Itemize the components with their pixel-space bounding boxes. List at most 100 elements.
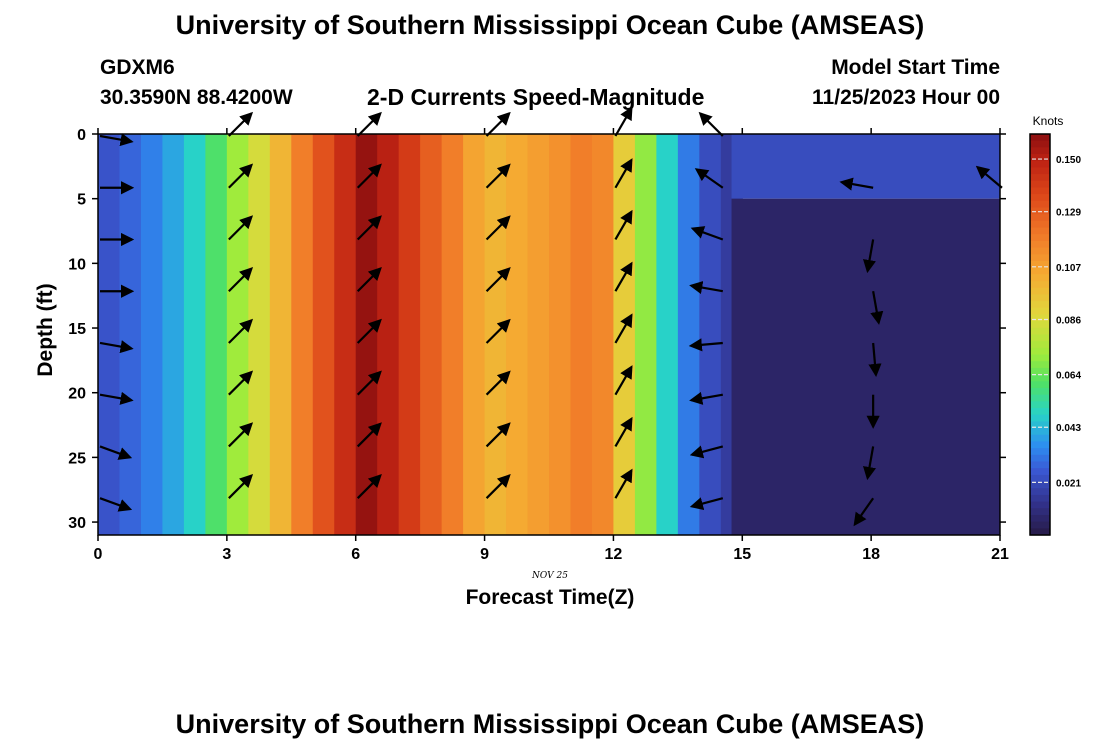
current-vector	[356, 163, 382, 189]
colorbar-segment	[1030, 461, 1050, 469]
colorbar-segment	[1030, 281, 1050, 289]
colorbar-segment	[1030, 294, 1050, 302]
colorbar-segment	[1030, 160, 1050, 169]
current-vector	[485, 422, 511, 448]
colorbar-tick-label: 0.129	[1056, 208, 1081, 219]
colorbar-segment	[1030, 307, 1050, 316]
current-vector	[356, 267, 382, 293]
current-vector	[862, 239, 876, 274]
colorbar-segment	[1030, 521, 1050, 529]
current-vector	[485, 318, 511, 344]
current-vector	[689, 445, 724, 459]
colorbar-segment	[1030, 194, 1050, 202]
colorbar: 0.150 0.129 0.107 0.086 0.064 0.043 0.021	[1029, 133, 1081, 536]
colorbar-segment	[1030, 414, 1050, 422]
model-start-value: 11/25/2023 Hour 00	[812, 86, 1000, 109]
current-vector	[839, 177, 874, 191]
x-axis-ticks: 0 3 6 9 12 15 18 21	[94, 128, 1009, 563]
x-tick-label: 18	[862, 546, 880, 563]
current-vector	[698, 111, 724, 137]
current-vector	[614, 158, 633, 189]
heatmap-lower-region	[731, 198, 1000, 535]
heatmap-column	[398, 134, 421, 535]
y-tick-label: 10	[68, 256, 86, 273]
current-vector	[99, 445, 133, 460]
colorbar-segment	[1030, 214, 1050, 222]
colorbar-segment	[1030, 301, 1050, 309]
current-vector	[485, 111, 511, 137]
colorbar-tick-label: 0.107	[1056, 263, 1081, 274]
current-vector	[975, 165, 1003, 189]
colorbar-segment	[1030, 180, 1050, 189]
y-tick-label: 25	[68, 450, 86, 467]
heatmap-cells	[98, 134, 1000, 535]
colorbar-tick-label: 0.043	[1056, 423, 1081, 434]
colorbar-frame	[1029, 133, 1051, 536]
current-vector	[614, 313, 633, 344]
colorbar-segment	[1030, 274, 1050, 282]
colorbar-segment	[1030, 448, 1050, 456]
colorbar-segment	[1030, 327, 1050, 336]
current-vector	[356, 422, 382, 448]
current-vector	[99, 340, 134, 354]
current-vector	[870, 291, 884, 325]
heatmap-column	[248, 134, 271, 535]
colorbar-segment	[1030, 334, 1050, 342]
colorbar-segment	[1030, 347, 1050, 356]
current-vector	[99, 497, 133, 512]
current-vector	[614, 106, 633, 137]
colorbar-segment	[1030, 134, 1050, 142]
colorbar-segment	[1030, 287, 1050, 295]
colorbar-segment	[1030, 154, 1050, 162]
current-vector	[99, 133, 134, 147]
colorbar-segment	[1030, 167, 1050, 175]
current-vector	[228, 267, 254, 293]
plot-title: 2-D Currents Speed-Magnitude	[367, 84, 705, 110]
colorbar-segment	[1030, 247, 1050, 255]
page-title: University of Southern Mississippi Ocean…	[175, 10, 925, 40]
colorbar-segment	[1030, 501, 1050, 509]
y-tick-label: 15	[68, 321, 86, 338]
colorbar-tick-label: 0.150	[1056, 155, 1081, 166]
current-vector	[228, 215, 254, 241]
colorbar-segment	[1030, 267, 1050, 275]
colorbar-segment	[1030, 428, 1050, 436]
heatmap-column	[441, 134, 464, 535]
colorbar-segment	[1030, 474, 1050, 483]
y-tick-label: 30	[68, 515, 86, 532]
current-vector	[485, 474, 511, 499]
current-vector	[356, 318, 382, 344]
current-vector	[228, 111, 254, 137]
x-axis-label: Forecast Time(Z)	[466, 586, 635, 609]
current-vector	[614, 468, 633, 499]
y-tick-label: 0	[77, 127, 86, 144]
current-vector	[356, 111, 382, 137]
current-vector	[99, 391, 134, 405]
model-start-label: Model Start Time	[831, 56, 1000, 79]
current-vector	[694, 168, 724, 189]
current-vector	[228, 422, 254, 448]
current-vector	[614, 416, 633, 448]
current-vector	[485, 267, 511, 293]
footer-title: University of Southern Mississippi Ocean…	[175, 709, 925, 739]
colorbar-segment	[1030, 441, 1050, 449]
current-vector	[356, 215, 382, 241]
heatmap-column	[656, 134, 679, 535]
current-vector	[228, 370, 254, 396]
colorbar-segment	[1030, 321, 1050, 329]
heatmap-column	[119, 134, 142, 535]
heatmap-column	[269, 134, 292, 535]
current-vector	[862, 446, 876, 481]
colorbar-segment	[1030, 421, 1050, 429]
colorbar-segment	[1030, 147, 1050, 155]
colorbar-segment	[1030, 260, 1050, 269]
y-axis-label: Depth (ft)	[34, 283, 57, 376]
current-vector	[690, 226, 724, 241]
heatmap-column	[634, 134, 657, 535]
colorbar-tick-label: 0.021	[1056, 478, 1081, 489]
heatmap-column	[527, 134, 550, 535]
station-id: GDXM6	[100, 56, 175, 79]
current-vector	[228, 318, 254, 344]
current-vector	[228, 163, 254, 189]
